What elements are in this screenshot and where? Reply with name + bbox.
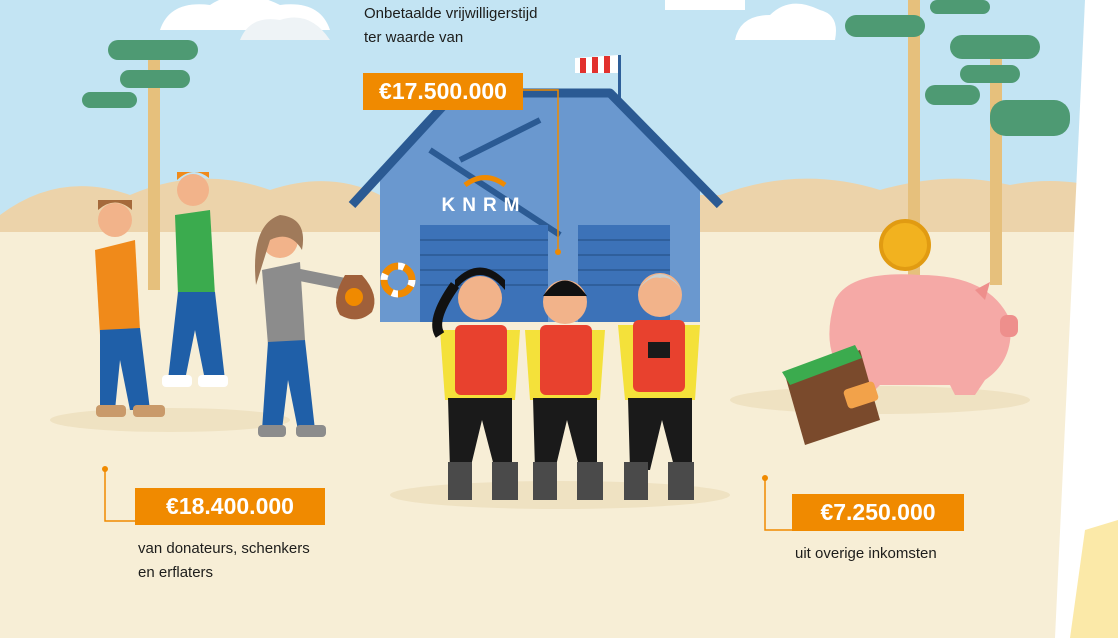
donors-part bbox=[162, 375, 192, 387]
trees-part bbox=[108, 40, 198, 60]
callout-label: van donateurs, schenkers bbox=[138, 540, 310, 557]
crew-member-part bbox=[448, 462, 472, 500]
trees-part bbox=[148, 60, 160, 290]
donors-part bbox=[345, 288, 363, 306]
trees-part bbox=[950, 35, 1040, 59]
infographic: KNRM bbox=[0, 0, 1118, 638]
boathouse-part bbox=[604, 56, 610, 73]
crew-member-part bbox=[577, 462, 603, 500]
callout-amount: €17.500.000 bbox=[379, 78, 507, 104]
savings-part bbox=[881, 221, 929, 269]
trees-part bbox=[845, 15, 925, 37]
donors-part bbox=[98, 203, 132, 237]
crew-member-part bbox=[455, 325, 507, 395]
page: KNRM bbox=[0, 0, 1118, 638]
donors-part bbox=[258, 425, 286, 437]
boathouse-part bbox=[580, 58, 586, 73]
crew-member-part bbox=[458, 276, 502, 320]
volunteer-callout-part bbox=[555, 249, 561, 255]
crew-member-part bbox=[533, 462, 557, 500]
crew-member-part bbox=[492, 462, 518, 500]
trees-part bbox=[930, 0, 990, 14]
donors-part bbox=[96, 405, 126, 417]
donors-part bbox=[296, 425, 326, 437]
callout-label: en erflaters bbox=[138, 564, 213, 581]
background-part bbox=[730, 386, 1030, 414]
donors-part bbox=[133, 405, 165, 417]
callout-label: ter waarde van bbox=[364, 29, 463, 46]
crew-member-part bbox=[668, 462, 694, 500]
trees-part bbox=[990, 100, 1070, 136]
donors-part bbox=[95, 240, 140, 335]
crew-member-part bbox=[540, 325, 592, 395]
callout-amount: €7.250.000 bbox=[820, 499, 935, 525]
crew-member-part bbox=[638, 273, 682, 317]
building-sign: KNRM bbox=[442, 195, 527, 216]
donors-part bbox=[175, 210, 215, 295]
savings-part bbox=[1000, 315, 1018, 337]
callout-label: Onbetaalde vrijwilligerstijd bbox=[364, 5, 537, 22]
trees-part bbox=[960, 65, 1020, 83]
trees-part bbox=[925, 85, 980, 105]
callout-amount: €18.400.000 bbox=[166, 493, 294, 519]
donors-part bbox=[177, 174, 209, 206]
trees-part bbox=[120, 70, 190, 88]
trees-part bbox=[82, 92, 137, 108]
clouds-part bbox=[665, 0, 745, 10]
callout-label: uit overige inkomsten bbox=[795, 545, 937, 562]
background-part bbox=[50, 408, 290, 432]
crew-member-part bbox=[648, 342, 670, 358]
boathouse-part bbox=[592, 57, 598, 73]
boathouse-part bbox=[618, 55, 621, 100]
donors-part bbox=[198, 375, 228, 387]
crew-member-part bbox=[624, 462, 648, 500]
